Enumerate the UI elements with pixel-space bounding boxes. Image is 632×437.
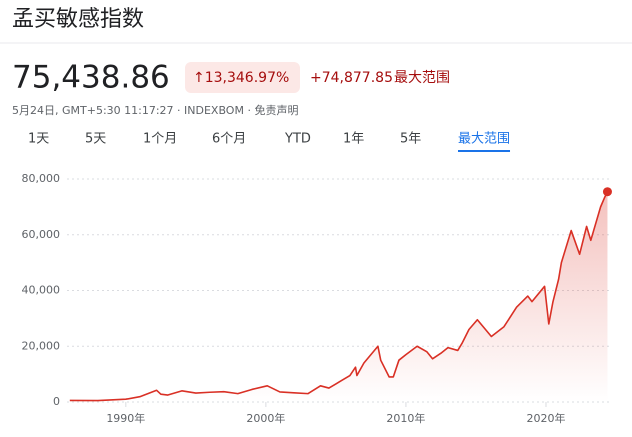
x-tick-label: 2000年 (246, 411, 285, 425)
tab[interactable]: 5天 (85, 132, 106, 147)
x-tick-label: 2010年 (386, 411, 425, 425)
tab[interactable]: 1年 (343, 132, 364, 147)
change-range: 最大范围 (394, 69, 450, 86)
title: 孟买敏感指数 (12, 7, 144, 32)
chart: 0 20,000 40,000 60,000 80,000 1990年 2000年 2010年… (22, 172, 612, 425)
area (69, 191, 608, 402)
x-tick-label: 1990年 (106, 411, 145, 425)
y-tick-label: 40,000 (22, 284, 61, 297)
tab[interactable]: 5年 (400, 132, 421, 147)
meta: 5月24日, GMT+5:30 11:17:27 · INDEXBOM · 免责… (12, 103, 298, 117)
y-tick-label: 20,000 (22, 339, 61, 352)
last-point (602, 187, 612, 197)
tab[interactable]: 最大范围 (458, 132, 510, 147)
change-percent: ↑13,346.97% (193, 70, 289, 86)
y-tick-label: 0 (53, 395, 60, 408)
change-badge (185, 62, 300, 93)
line (69, 191, 609, 402)
change-value: +74,877.85 (310, 70, 393, 86)
tab-underline (458, 150, 511, 152)
tab[interactable]: YTD (284, 132, 311, 147)
tab[interactable]: 1个月 (143, 132, 177, 147)
y-tick-label: 60,000 (22, 228, 61, 241)
tab[interactable]: 1天 (28, 132, 49, 147)
tabs: 1天 5天 1个月 6个月 YTD 1年 5年 最大范围 (28, 132, 511, 152)
tab[interactable]: 6个月 (212, 132, 246, 147)
y-tick-label: 80,000 (22, 172, 61, 185)
price: 75,438.86 (12, 60, 170, 96)
x-tick-label: 2020年 (526, 411, 565, 425)
